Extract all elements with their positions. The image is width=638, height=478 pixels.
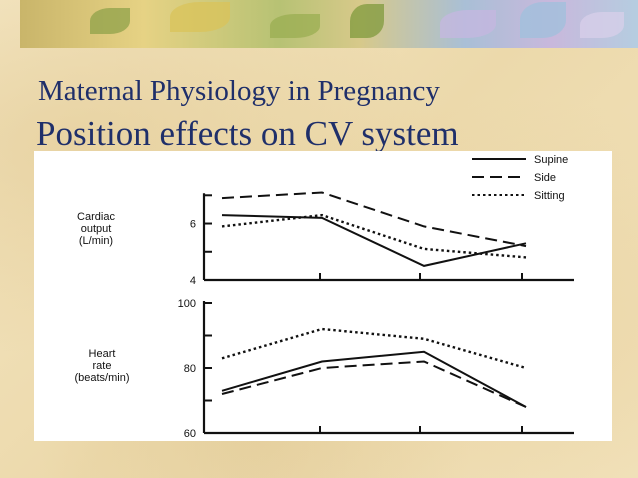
series-line-1-side bbox=[221, 191, 527, 248]
y-label-2-1: Heart bbox=[89, 348, 116, 360]
y-tick-label-1-1: 4 bbox=[190, 275, 196, 287]
series-line-1-sitting bbox=[221, 213, 527, 259]
banner-leaf-5 bbox=[440, 10, 496, 38]
slide-subtitle: Position effects on CV system bbox=[36, 114, 459, 153]
y-label-1-2: output bbox=[81, 223, 112, 235]
chart-figure: 4 6 Cardiac output (L/min) 60 80 100 Heart rate (b… bbox=[34, 151, 612, 441]
y-label-2-3: (beats/min) bbox=[74, 372, 129, 384]
y-label-1-3: (L/min) bbox=[79, 235, 113, 247]
y-label-1-1: Cardiac bbox=[77, 211, 115, 223]
y-label-2-2: rate bbox=[93, 360, 112, 372]
slide-title: Maternal Physiology in Pregnancy bbox=[38, 75, 440, 107]
y-tick-label-2-5: 100 bbox=[178, 298, 196, 310]
series-line-1-supine bbox=[221, 214, 527, 267]
legend-label-sitting: Sitting bbox=[534, 190, 565, 202]
series-line-2-side bbox=[221, 360, 527, 408]
legend-label-supine: Supine bbox=[534, 154, 568, 166]
banner-leaf-3 bbox=[270, 14, 320, 38]
banner-leaf-7 bbox=[580, 12, 624, 38]
banner-leaf-2 bbox=[170, 2, 230, 32]
series-line-2-supine bbox=[221, 350, 527, 408]
y-tick-label-2-3: 80 bbox=[184, 363, 196, 375]
y-tick-label-1-3: 6 bbox=[190, 219, 196, 231]
series-line-2-sitting bbox=[221, 327, 527, 370]
y-tick-label-2-1: 60 bbox=[184, 428, 196, 440]
banner-leaf-6 bbox=[520, 2, 566, 38]
floral-banner bbox=[20, 0, 638, 48]
banner-leaf-1 bbox=[90, 8, 130, 34]
legend-label-side: Side bbox=[534, 172, 556, 184]
banner-leaf-4 bbox=[350, 4, 384, 38]
